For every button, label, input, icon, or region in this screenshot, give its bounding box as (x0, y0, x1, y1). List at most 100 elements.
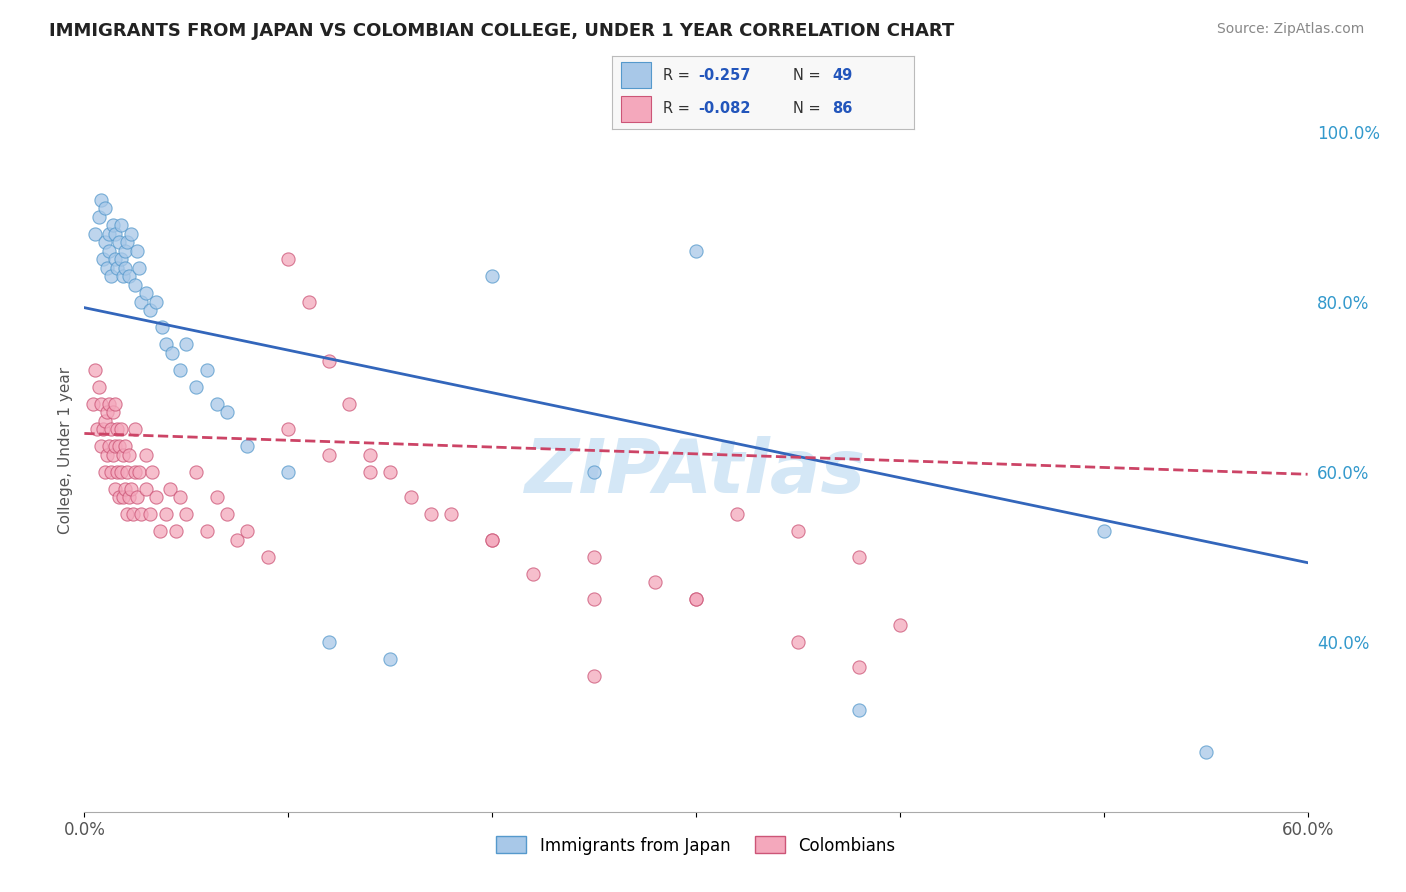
Point (186, 380, 208, 394)
Point (848, 549, 870, 564)
Point (110, 465, 132, 479)
Point (97, 439, 120, 453)
Point (848, 660, 870, 674)
Point (93, 201, 115, 215)
Point (787, 634, 810, 648)
Point (115, 507, 138, 521)
Point (298, 294, 321, 309)
Point (174, 507, 197, 521)
Point (112, 269, 135, 284)
Point (108, 235, 131, 250)
Point (318, 354, 340, 368)
Point (128, 465, 150, 479)
Point (145, 294, 167, 309)
Point (583, 669, 606, 683)
Point (236, 524, 259, 539)
Point (481, 533, 503, 547)
Point (318, 448, 340, 462)
Point (90, 439, 112, 453)
Point (104, 227, 127, 241)
Point (174, 337, 197, 351)
Point (93, 465, 115, 479)
Point (96, 405, 118, 419)
Point (105, 465, 128, 479)
Text: -0.082: -0.082 (697, 102, 751, 116)
Point (226, 533, 249, 547)
Point (97, 244, 120, 258)
Point (86, 422, 108, 436)
Point (112, 490, 135, 504)
Point (128, 260, 150, 275)
Point (114, 439, 136, 453)
Point (114, 244, 136, 258)
Point (169, 362, 191, 376)
Point (138, 303, 160, 318)
Point (217, 405, 239, 419)
Point (110, 422, 132, 436)
Text: -0.257: -0.257 (697, 68, 751, 83)
Point (97, 227, 120, 241)
Point (82, 397, 104, 411)
Text: N =: N = (793, 68, 825, 83)
Point (93, 414, 115, 428)
Point (83, 227, 105, 241)
Point (150, 320, 173, 334)
Text: ZIPAtlas: ZIPAtlas (526, 435, 866, 508)
Point (115, 465, 138, 479)
Point (440, 507, 463, 521)
Text: IMMIGRANTS FROM JAPAN VS COLOMBIAN COLLEGE, UNDER 1 YEAR CORRELATION CHART: IMMIGRANTS FROM JAPAN VS COLOMBIAN COLLE… (49, 22, 955, 40)
Point (120, 482, 142, 496)
Point (108, 490, 131, 504)
Point (110, 252, 132, 267)
Point (87, 210, 110, 224)
Point (93, 235, 115, 250)
Point (118, 448, 141, 462)
Point (145, 490, 167, 504)
Point (90, 193, 112, 207)
Point (420, 507, 443, 521)
Bar (620, 95, 651, 122)
Point (359, 448, 381, 462)
Point (131, 294, 153, 309)
Text: 86: 86 (832, 102, 852, 116)
Point (124, 277, 146, 292)
Bar (620, 62, 651, 88)
Point (135, 448, 157, 462)
Point (90, 397, 112, 411)
Text: 49: 49 (832, 68, 852, 83)
Point (104, 397, 127, 411)
Text: Source: ZipAtlas.com: Source: ZipAtlas.com (1216, 22, 1364, 37)
Point (644, 575, 666, 590)
Point (120, 227, 142, 241)
Point (112, 448, 135, 462)
Point (169, 490, 191, 504)
Point (522, 566, 544, 581)
Point (127, 490, 149, 504)
Point (155, 337, 177, 351)
Text: R =: R = (664, 102, 695, 116)
Point (277, 422, 299, 436)
Point (115, 235, 138, 250)
Point (257, 549, 280, 564)
Point (359, 465, 381, 479)
Point (124, 422, 146, 436)
Point (104, 439, 127, 453)
Text: N =: N = (793, 102, 825, 116)
Point (205, 490, 228, 504)
Point (685, 592, 707, 607)
Point (339, 397, 361, 411)
Point (100, 465, 122, 479)
Point (725, 507, 748, 521)
Point (114, 260, 136, 275)
Point (118, 490, 141, 504)
Point (155, 507, 177, 521)
Point (1195, 745, 1218, 759)
Point (380, 651, 402, 665)
Point (101, 448, 124, 462)
Point (141, 465, 163, 479)
Point (91, 422, 114, 436)
Point (91, 252, 114, 267)
Point (399, 490, 422, 504)
Point (236, 439, 259, 453)
Point (105, 422, 128, 436)
